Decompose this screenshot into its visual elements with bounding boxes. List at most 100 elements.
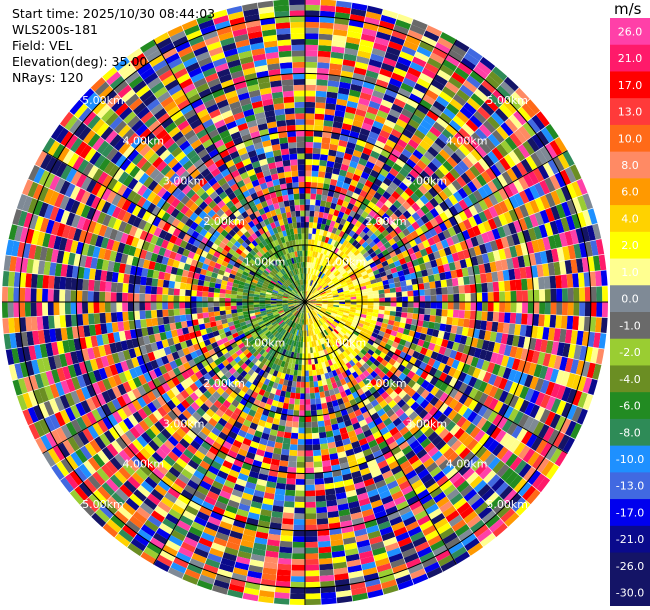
gate	[379, 426, 390, 436]
gate	[415, 198, 425, 209]
gate	[420, 224, 429, 234]
gate	[326, 279, 332, 284]
gate	[355, 290, 362, 294]
gate	[343, 263, 350, 270]
gate	[419, 170, 431, 181]
gate	[430, 142, 443, 153]
gate	[349, 160, 358, 169]
gate	[454, 459, 467, 472]
gate	[381, 229, 390, 238]
gate	[385, 269, 392, 276]
gate	[561, 402, 572, 418]
gate	[481, 510, 497, 524]
gate	[398, 390, 407, 399]
gate	[369, 251, 377, 259]
gate	[339, 218, 347, 226]
gate	[483, 395, 494, 408]
gate	[419, 140, 431, 151]
gate	[396, 306, 403, 312]
gate	[561, 288, 568, 302]
gate	[394, 386, 403, 395]
gate	[122, 311, 129, 322]
gate	[434, 280, 442, 288]
gate	[470, 497, 485, 511]
gate	[305, 210, 310, 217]
gate	[482, 183, 493, 196]
gate	[305, 444, 313, 451]
gate	[326, 291, 333, 295]
gate	[463, 196, 474, 208]
gate	[358, 97, 370, 107]
gate	[437, 554, 454, 567]
gate	[315, 270, 319, 276]
gate	[315, 246, 320, 253]
gate	[483, 208, 493, 221]
gate	[301, 370, 305, 377]
gate	[309, 286, 312, 292]
gate	[372, 290, 379, 295]
gate	[448, 377, 458, 388]
gate	[469, 284, 477, 293]
gate	[427, 161, 439, 173]
gate	[315, 501, 327, 508]
gate	[374, 374, 382, 383]
gate	[539, 365, 548, 380]
gate	[404, 143, 416, 154]
gate	[383, 314, 390, 320]
gate	[500, 508, 516, 523]
gate	[305, 153, 313, 160]
gate	[334, 410, 343, 418]
gate	[314, 275, 318, 282]
gate	[566, 273, 574, 288]
gate	[331, 351, 337, 358]
gate	[467, 365, 476, 377]
gate	[437, 522, 452, 535]
gate	[185, 289, 192, 296]
gate	[313, 340, 317, 347]
gate	[445, 467, 458, 480]
gate	[435, 287, 442, 295]
gate	[456, 89, 471, 102]
gate	[386, 257, 394, 265]
gate	[316, 314, 322, 319]
gate	[307, 313, 310, 319]
gate	[507, 493, 522, 508]
gate	[451, 252, 460, 262]
gate	[485, 492, 499, 506]
gate	[483, 137, 496, 151]
gate	[333, 306, 339, 310]
gate	[349, 506, 362, 515]
gate	[280, 535, 293, 542]
gate	[336, 348, 342, 355]
gate	[319, 557, 333, 565]
gate	[477, 404, 489, 417]
gate	[305, 513, 317, 520]
gate	[320, 592, 337, 599]
gate	[530, 436, 543, 451]
gate	[435, 95, 450, 108]
gate	[307, 347, 311, 354]
gate	[388, 552, 404, 563]
gate	[522, 361, 532, 374]
gate	[552, 156, 565, 172]
gate	[518, 218, 528, 231]
gate	[347, 430, 357, 438]
gate	[323, 336, 328, 343]
gate	[359, 39, 374, 48]
gate	[422, 135, 435, 147]
gate	[440, 32, 456, 45]
gate	[313, 461, 323, 468]
gate	[481, 311, 488, 321]
gate	[358, 255, 365, 262]
gate	[329, 63, 343, 71]
gate	[408, 411, 419, 421]
gate	[503, 247, 512, 259]
gate	[310, 393, 316, 399]
gate	[421, 556, 438, 569]
gate	[571, 374, 582, 390]
gate	[300, 387, 305, 394]
gate	[379, 297, 385, 302]
gate	[467, 542, 484, 556]
gate	[369, 363, 378, 371]
